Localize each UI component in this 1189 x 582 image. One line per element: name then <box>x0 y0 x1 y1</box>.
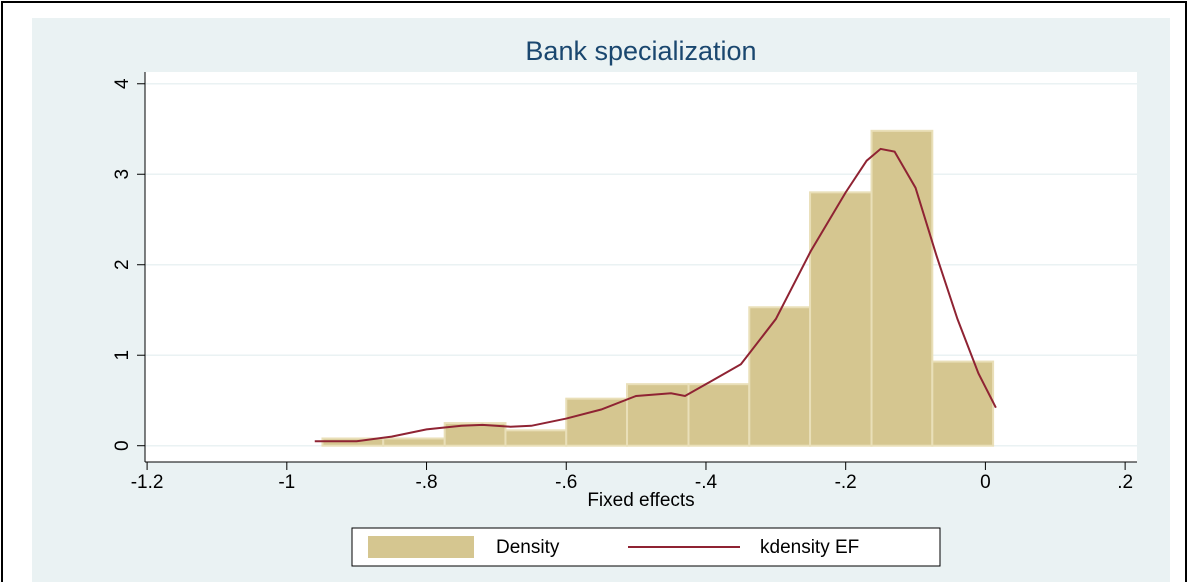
y-tick-label: 0 <box>112 440 133 451</box>
x-tick-label: -1.2 <box>131 472 164 493</box>
bar <box>748 306 812 447</box>
x-tick-label: 0 <box>980 472 991 493</box>
x-axis-label: Fixed effects <box>587 490 694 511</box>
y-tick-label: 4 <box>112 78 133 89</box>
bar <box>382 437 446 447</box>
x-tick-label: -.4 <box>695 472 718 493</box>
bar <box>565 397 629 447</box>
bar <box>504 429 568 447</box>
bar <box>809 191 873 447</box>
x-tick-label: -.6 <box>555 472 577 493</box>
x-tick-label: -.2 <box>835 472 857 493</box>
bar <box>687 383 751 447</box>
x-tick-label: .2 <box>1117 472 1133 493</box>
x-tick-label: -.8 <box>415 472 437 493</box>
y-tick-label: 1 <box>112 350 133 361</box>
legend-label: Density <box>496 537 560 558</box>
legend-label: kdensity EF <box>760 537 859 558</box>
bar <box>870 129 934 447</box>
y-tick-label: 2 <box>112 259 133 270</box>
chart-title: Bank specialization <box>525 36 756 66</box>
legend-swatch <box>368 536 474 558</box>
y-tick-label: 3 <box>112 169 133 180</box>
density-line <box>314 147 997 443</box>
bar <box>931 360 995 447</box>
x-tick-label: -1 <box>278 472 295 493</box>
